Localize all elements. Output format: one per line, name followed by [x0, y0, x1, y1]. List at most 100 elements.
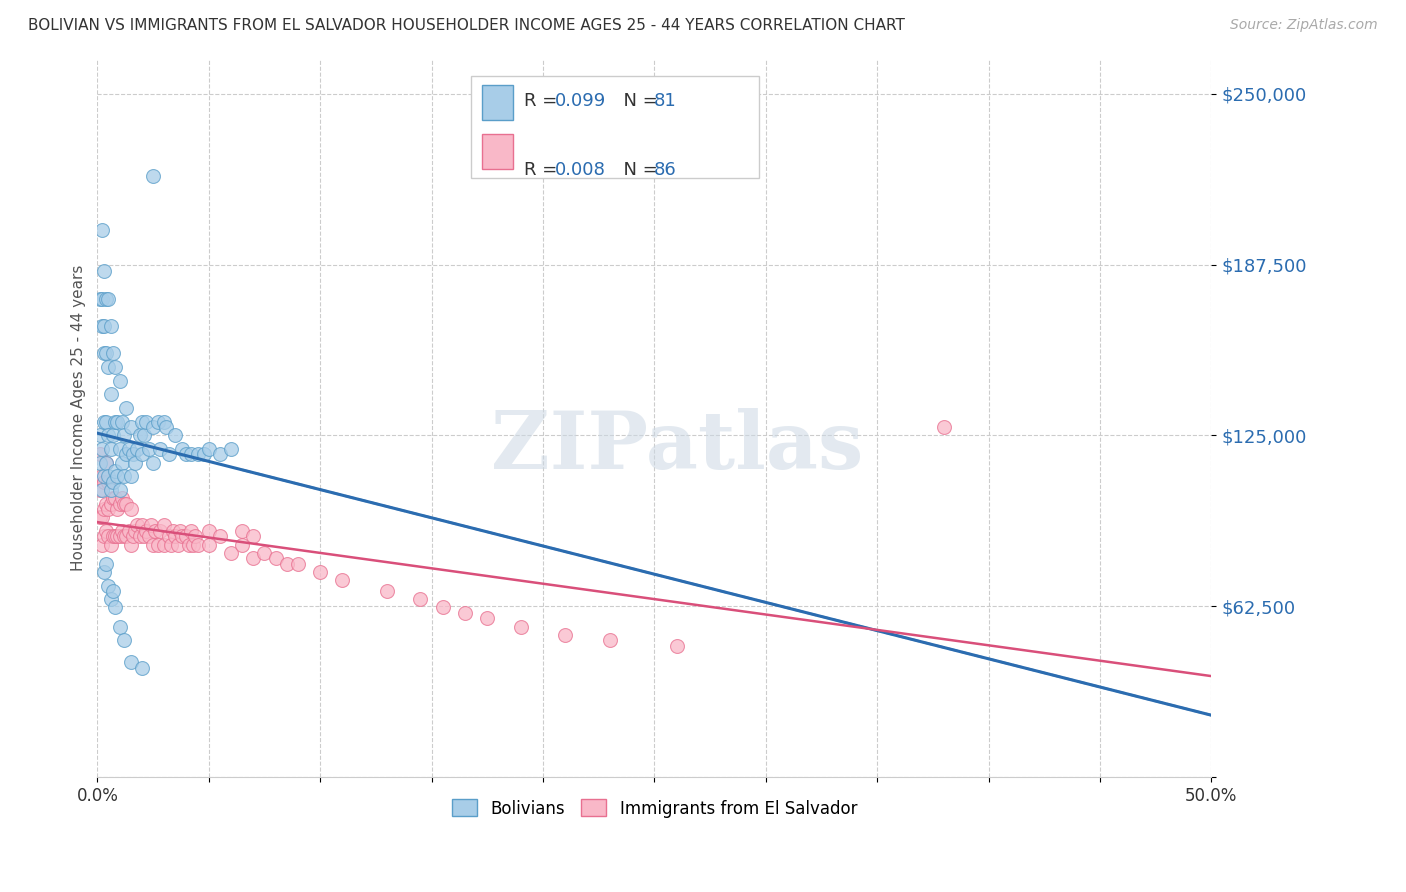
Point	[231, 524, 253, 538]
Point	[153, 415, 176, 429]
Point	[115, 529, 138, 543]
Point	[135, 524, 157, 538]
Point	[96, 456, 118, 470]
Point	[149, 442, 172, 456]
Point	[108, 483, 131, 497]
Point	[128, 428, 150, 442]
Point	[184, 529, 207, 543]
Point	[117, 524, 139, 538]
Point	[100, 592, 122, 607]
Point	[115, 401, 138, 415]
Point	[112, 633, 135, 648]
Point	[100, 483, 122, 497]
Point	[100, 497, 122, 511]
Point	[90, 318, 112, 333]
Point	[93, 565, 115, 579]
Point	[108, 619, 131, 633]
Point	[122, 529, 145, 543]
Point	[153, 538, 176, 552]
Point	[157, 447, 180, 461]
Point	[554, 628, 576, 642]
Point	[181, 538, 204, 552]
Point	[108, 529, 131, 543]
Point	[93, 318, 115, 333]
Point	[599, 633, 621, 648]
Point	[93, 529, 115, 543]
Point	[193, 447, 215, 461]
Point	[89, 428, 111, 442]
Point	[197, 442, 219, 456]
Point	[89, 456, 111, 470]
Point	[120, 502, 142, 516]
Point	[142, 456, 165, 470]
Point	[104, 529, 127, 543]
Point	[170, 529, 193, 543]
Point	[122, 447, 145, 461]
Point	[89, 447, 111, 461]
Point	[120, 469, 142, 483]
Point	[165, 428, 187, 442]
Point	[107, 502, 129, 516]
Point	[101, 428, 124, 442]
Point	[142, 169, 165, 183]
Point	[97, 428, 120, 442]
Point	[143, 524, 166, 538]
Point	[111, 491, 134, 505]
Point	[90, 483, 112, 497]
Point	[219, 546, 242, 560]
Point	[96, 456, 118, 470]
Point	[112, 469, 135, 483]
Point	[96, 557, 118, 571]
Point	[100, 318, 122, 333]
Point	[160, 538, 183, 552]
Point	[176, 447, 198, 461]
Point	[146, 415, 169, 429]
Point	[93, 469, 115, 483]
Point	[111, 415, 134, 429]
Point	[157, 529, 180, 543]
Text: 81: 81	[654, 92, 676, 110]
Point	[107, 469, 129, 483]
Point	[128, 529, 150, 543]
Point	[477, 611, 499, 625]
Text: Source: ZipAtlas.com: Source: ZipAtlas.com	[1230, 18, 1378, 32]
Point	[180, 447, 202, 461]
Point	[134, 529, 156, 543]
Point	[93, 415, 115, 429]
Point	[107, 415, 129, 429]
Point	[155, 420, 177, 434]
Point	[142, 420, 165, 434]
Point	[112, 497, 135, 511]
Point	[97, 469, 120, 483]
Point	[93, 346, 115, 360]
Point	[131, 518, 153, 533]
Point	[932, 420, 955, 434]
Point	[117, 442, 139, 456]
Point	[170, 442, 193, 456]
Point	[90, 292, 112, 306]
Point	[97, 292, 120, 306]
Point	[93, 502, 115, 516]
Point	[89, 483, 111, 497]
Point	[90, 223, 112, 237]
Point	[104, 359, 127, 374]
Text: N =: N =	[612, 92, 664, 110]
Text: ZIPatlas: ZIPatlas	[491, 408, 863, 486]
Point	[101, 491, 124, 505]
Text: R =: R =	[524, 92, 564, 110]
Point	[197, 538, 219, 552]
Point	[97, 502, 120, 516]
Point	[142, 538, 165, 552]
Text: 0.099: 0.099	[555, 92, 606, 110]
Point	[127, 518, 149, 533]
Point	[166, 538, 188, 552]
Point	[509, 619, 531, 633]
Point	[101, 475, 124, 489]
Point	[100, 538, 122, 552]
Point	[665, 639, 688, 653]
Point	[115, 497, 138, 511]
Point	[409, 592, 432, 607]
Point	[96, 497, 118, 511]
Point	[111, 524, 134, 538]
Point	[100, 442, 122, 456]
